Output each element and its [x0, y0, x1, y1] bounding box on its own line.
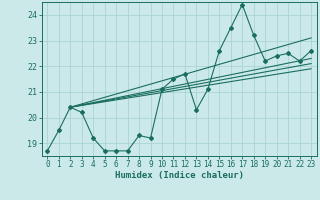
- X-axis label: Humidex (Indice chaleur): Humidex (Indice chaleur): [115, 171, 244, 180]
